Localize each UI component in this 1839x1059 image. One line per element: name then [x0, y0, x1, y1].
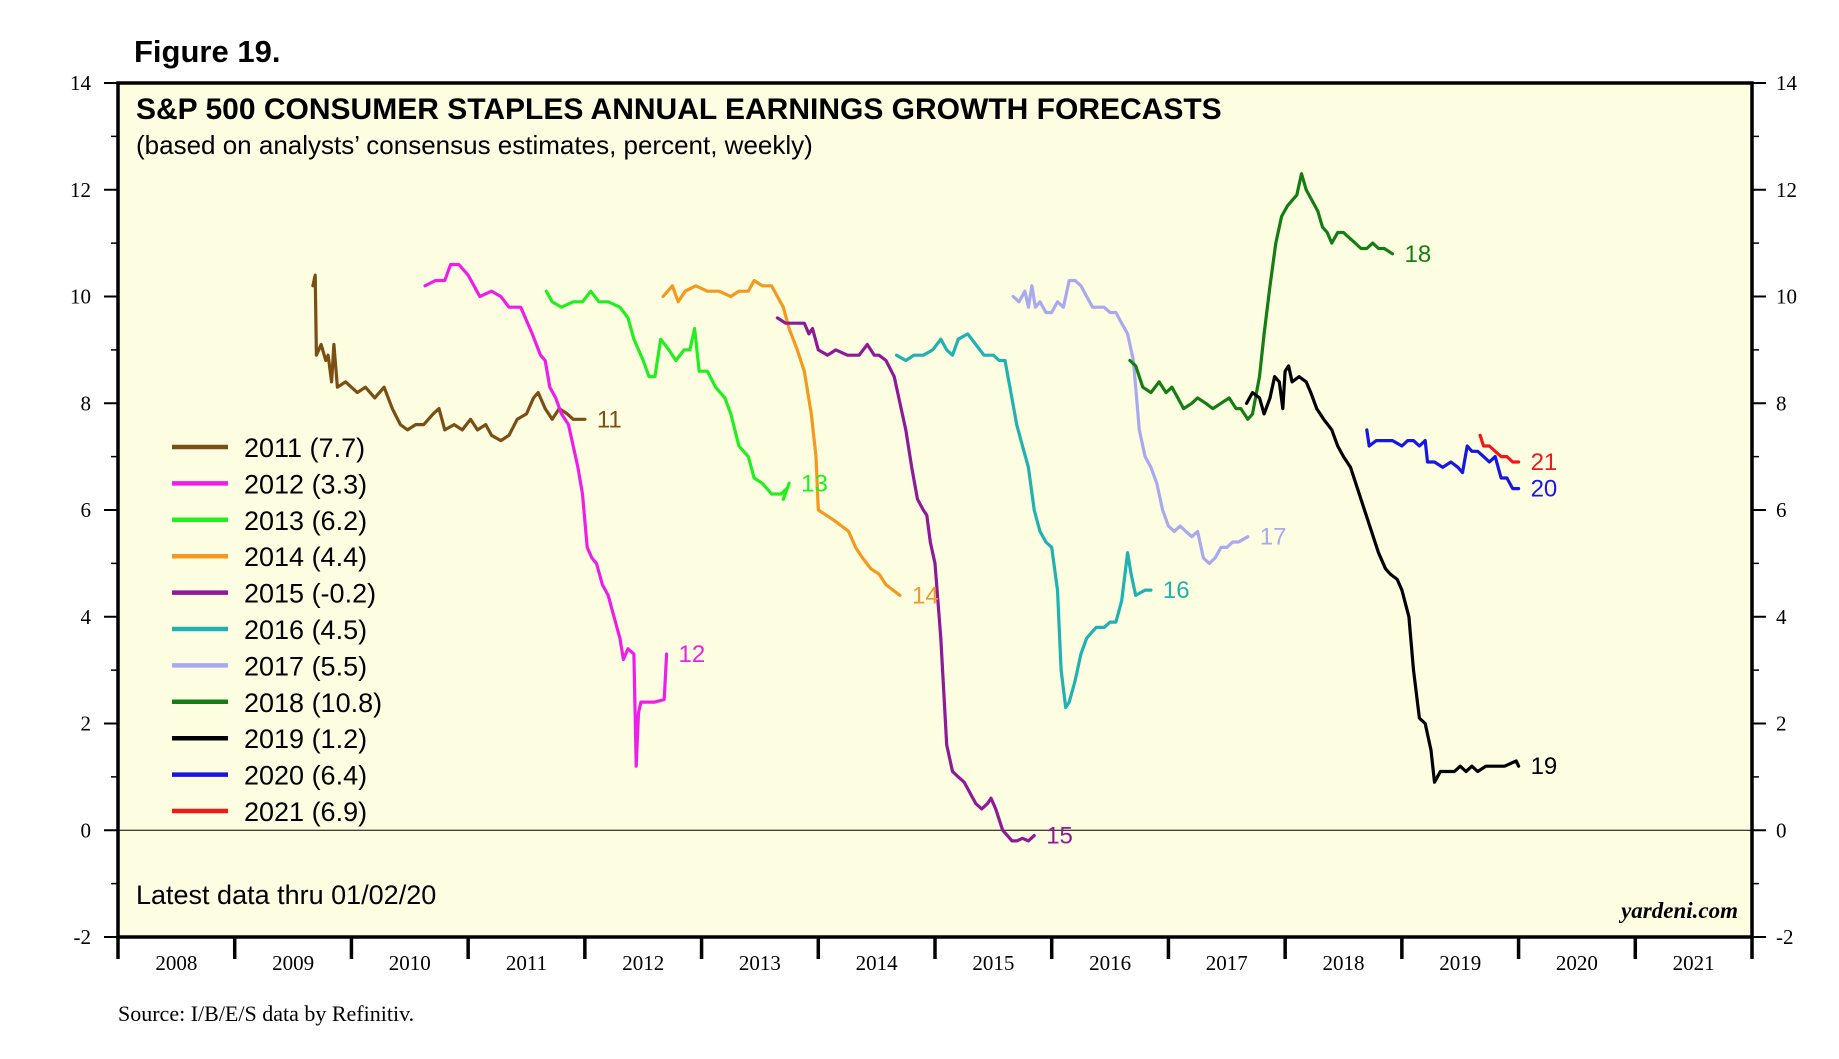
chart-title: S&P 500 CONSUMER STAPLES ANNUAL EARNINGS…	[136, 93, 1222, 126]
series-end-label-2014: 14	[912, 582, 939, 609]
y-axis-right: -2 0 2 4 6 8 10 12 14	[1752, 71, 1798, 949]
figure-label: Figure 19.	[134, 34, 281, 69]
plot-area	[116, 81, 1754, 939]
y-tick-label-right: 6	[1776, 498, 1787, 522]
y-tick-label-right: 2	[1776, 712, 1787, 736]
legend-label-2016: 2016 (4.5)	[244, 615, 367, 645]
x-tick-label: 2020	[1556, 951, 1598, 975]
x-tick-label: 2016	[1089, 951, 1131, 975]
y-tick-label-left: -2	[74, 925, 92, 949]
x-tick-label: 2009	[272, 951, 314, 975]
legend-label-2021: 2021 (6.9)	[244, 797, 367, 827]
series-line-2015	[775, 316, 1036, 843]
series-line-2017	[1011, 278, 1250, 565]
legend-label-2015: 2015 (-0.2)	[244, 579, 376, 609]
source-note: Source: I/B/E/S data by Refinitiv.	[118, 1001, 415, 1026]
x-axis: 2008 2009 2010 2011 2012 2013 2014 2015 2016 2017…	[116, 937, 1754, 975]
series-line-2021	[1478, 433, 1521, 464]
chart-subtitle: (based on analysts’ consensus estimates,…	[136, 130, 813, 160]
x-tick-label: 2021	[1673, 951, 1715, 975]
x-tick-label: 2014	[856, 951, 899, 975]
x-tick-label: 2008	[155, 951, 197, 975]
series-line-2011	[311, 273, 587, 443]
x-tick-label: 2010	[389, 951, 431, 975]
legend-label-2019: 2019 (1.2)	[244, 724, 367, 754]
y-tick-label-left: 0	[81, 818, 92, 842]
series-end-label-2019: 19	[1531, 753, 1558, 780]
series-lines	[311, 172, 1521, 843]
y-tick-label-left: 10	[70, 285, 91, 309]
legend-label-2018: 2018 (10.8)	[244, 688, 382, 718]
x-tick-label: 2018	[1323, 951, 1365, 975]
x-tick-label: 2015	[972, 951, 1014, 975]
legend-label-2013: 2013 (6.2)	[244, 506, 367, 536]
y-tick-label-left: 2	[81, 712, 92, 736]
series-line-2013	[544, 289, 791, 501]
series-line-2020	[1365, 428, 1521, 491]
y-tick-label-left: 12	[70, 178, 91, 202]
legend-label-2020: 2020 (6.4)	[244, 761, 367, 791]
x-tick-label: 2017	[1206, 951, 1248, 975]
y-tick-label-left: 8	[81, 391, 92, 415]
series-line-2012	[423, 262, 669, 768]
legend-label-2014: 2014 (4.4)	[244, 542, 367, 572]
series-end-label-2018: 18	[1405, 241, 1432, 268]
series-end-label-2021: 21	[1531, 449, 1558, 476]
x-tick-label: 2012	[622, 951, 664, 975]
legend-label-2011: 2011 (7.7)	[244, 433, 365, 463]
y-tick-label-left: 4	[81, 605, 92, 629]
legend-label-2012: 2012 (3.3)	[244, 469, 367, 499]
x-tick-label: 2019	[1439, 951, 1481, 975]
series-end-label-2016: 16	[1163, 577, 1190, 604]
y-axis-left: -2 0 2 4 6 8 10 12 14	[70, 71, 118, 949]
y-tick-label-right: -2	[1776, 925, 1794, 949]
series-line-2019	[1245, 364, 1521, 784]
series-end-label-2011: 11	[597, 406, 622, 433]
series-line-2018	[1128, 172, 1395, 421]
series-end-label-2017: 17	[1260, 524, 1287, 551]
y-tick-label-right: 14	[1776, 71, 1798, 95]
series-end-labels: 11 12 13 14 15 16 17 18 19 2021	[597, 241, 1557, 850]
x-tick-label: 2011	[506, 951, 547, 975]
y-tick-label-right: 4	[1776, 605, 1787, 629]
legend: 2011 (7.7) 2012 (3.3) 2013 (6.2) 2014 (4.4)…	[172, 433, 382, 827]
series-line-2016	[894, 332, 1153, 710]
legend-label-2017: 2017 (5.5)	[244, 651, 367, 681]
x-tick-label: 2013	[739, 951, 781, 975]
y-tick-label-right: 10	[1776, 285, 1797, 309]
series-end-label-2013: 13	[801, 470, 828, 497]
y-tick-label-left: 14	[70, 71, 92, 95]
series-end-label-2020: 20	[1531, 476, 1558, 503]
y-tick-label-right: 0	[1776, 818, 1787, 842]
y-tick-label-left: 6	[81, 498, 92, 522]
brand-watermark: yardeni.com	[1618, 898, 1738, 923]
latest-data-note: Latest data thru 01/02/20	[136, 880, 436, 910]
series-line-2014	[661, 278, 902, 597]
y-tick-label-right: 12	[1776, 178, 1797, 202]
series-end-label-2015: 15	[1046, 823, 1073, 850]
series-end-label-2012: 12	[679, 641, 706, 668]
y-tick-label-right: 8	[1776, 391, 1787, 415]
